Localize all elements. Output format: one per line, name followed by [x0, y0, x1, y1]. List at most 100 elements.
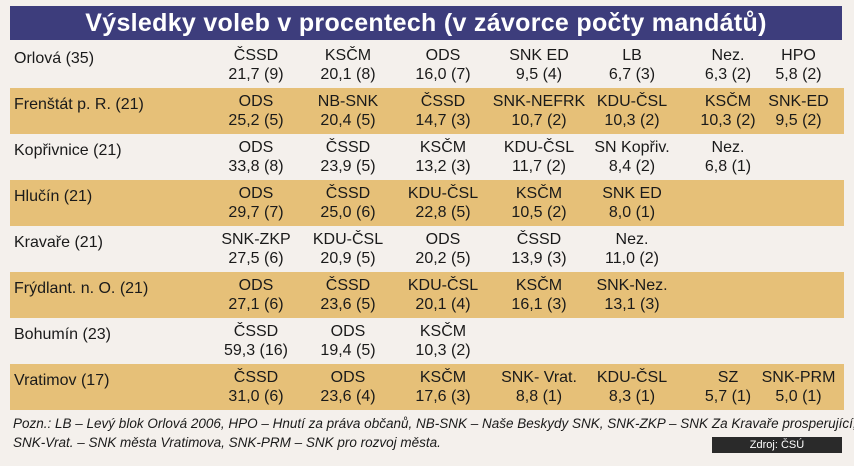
city-label: Vratimov (17) — [14, 372, 110, 389]
party-result: 27,1 (6) — [228, 296, 284, 313]
party-result: 10,7 (2) — [511, 112, 567, 129]
party-result: 9,5 (4) — [515, 66, 563, 83]
party-name: KSČM — [515, 277, 563, 294]
party-name: SNK-NEFRK — [492, 93, 586, 110]
result-cell: ODS 27,1 (6) — [201, 276, 311, 314]
result-cell: ODS 16,0 (7) — [388, 46, 498, 84]
party-result: 13,2 (3) — [415, 158, 471, 175]
party-name: KDU-ČSL — [596, 93, 668, 110]
party-result: 27,5 (6) — [228, 250, 284, 267]
party-result: 29,7 (7) — [228, 204, 284, 221]
party-result: 20,9 (5) — [320, 250, 376, 267]
result-cell: SNK ED 9,5 (4) — [484, 46, 594, 84]
party-name: KSČM — [704, 93, 752, 110]
party-result: 10,3 (2) — [415, 342, 471, 359]
party-result: 8,4 (2) — [608, 158, 656, 175]
result-cell: ČSSD 21,7 (9) — [201, 46, 311, 84]
party-result: 6,8 (1) — [704, 158, 752, 175]
party-name: SNK-Nez. — [596, 277, 668, 294]
party-result: 16,0 (7) — [415, 66, 471, 83]
party-name: HPO — [781, 47, 816, 64]
footnote: Pozn.: LB – Levý blok Orlová 2006, HPO –… — [13, 414, 854, 452]
results-table: Orlová (35) ČSSD 21,7 (9) KSČM 20,1 (8) OD… — [10, 42, 844, 410]
party-result: 10,5 (2) — [511, 204, 567, 221]
result-cell: KDU-ČSL 20,1 (4) — [388, 276, 498, 314]
party-name: KSČM — [515, 185, 563, 202]
party-result: 59,3 (16) — [223, 342, 289, 359]
party-result: 31,0 (6) — [228, 388, 284, 405]
party-result: 23,6 (4) — [320, 388, 376, 405]
result-cell: KSČM 17,6 (3) — [388, 368, 498, 406]
party-result: 23,6 (5) — [320, 296, 376, 313]
party-name: ODS — [238, 277, 274, 294]
party-name: SZ — [717, 369, 739, 386]
party-result: 8,3 (1) — [608, 388, 656, 405]
party-result: 5,8 (2) — [775, 66, 822, 83]
party-result: 19,4 (5) — [320, 342, 376, 359]
party-result: 25,0 (6) — [320, 204, 376, 221]
result-cell: KSČM 10,3 (2) — [388, 322, 498, 360]
party-result: 25,2 (5) — [228, 112, 284, 129]
table-row: Kravaře (21) SNK-ZKP 27,5 (6) KDU-ČSL 20,9… — [10, 226, 844, 272]
party-result: 33,8 (8) — [228, 158, 284, 175]
party-name: SN Kopřiv. — [594, 139, 670, 156]
party-name: SNK-ZKP — [221, 231, 291, 248]
party-name: KSČM — [419, 139, 467, 156]
result-cell: KSČM 10,3 (2) — [673, 92, 783, 130]
party-result: 10,3 (2) — [700, 112, 756, 129]
party-result: 6,3 (2) — [704, 66, 752, 83]
party-name: ČSSD — [325, 277, 371, 294]
party-name: ODS — [238, 93, 274, 110]
party-name: KDU-ČSL — [312, 231, 384, 248]
party-name: KDU-ČSL — [503, 139, 575, 156]
party-result: 11,7 (2) — [512, 158, 566, 175]
result-cell: ČSSD 59,3 (16) — [201, 322, 311, 360]
party-name: ČSSD — [325, 139, 371, 156]
party-name: ODS — [330, 323, 366, 340]
party-name: ČSSD — [420, 93, 466, 110]
party-name: ČSSD — [233, 47, 279, 64]
party-result: 8,0 (1) — [608, 204, 656, 221]
party-name: Nez. — [711, 47, 745, 64]
party-name: ODS — [425, 231, 461, 248]
party-name: KSČM — [419, 369, 467, 386]
result-cell: Nez. 11,0 (2) — [577, 230, 687, 268]
city-label: Orlová (35) — [14, 50, 95, 67]
result-cell: KSČM 16,1 (3) — [484, 276, 594, 314]
party-result: 20,1 (8) — [320, 66, 376, 83]
footnote-line: SNK-Vrat. – SNK města Vratimova, SNK-PRM… — [13, 435, 441, 450]
party-name: ČSSD — [325, 185, 371, 202]
result-cell: ČSSD 23,9 (5) — [293, 138, 403, 176]
result-cell: SN Kopřiv. 8,4 (2) — [577, 138, 687, 176]
party-result: 23,9 (5) — [320, 158, 376, 175]
result-cell: SNK-Nez. 13,1 (3) — [577, 276, 687, 314]
result-cell: ODS 19,4 (5) — [293, 322, 403, 360]
party-result: 20,1 (4) — [415, 296, 471, 313]
city-label: Hlučín (21) — [14, 188, 93, 205]
party-result: 5,7 (1) — [704, 388, 752, 405]
result-cell: SNK-ED 9,5 (2) — [753, 92, 844, 130]
result-cell: ČSSD 31,0 (6) — [201, 368, 311, 406]
party-name: KDU-ČSL — [407, 277, 479, 294]
result-cell: ODS 23,6 (4) — [293, 368, 403, 406]
party-name: SNK ED — [602, 185, 662, 202]
table-row: Orlová (35) ČSSD 21,7 (9) KSČM 20,1 (8) OD… — [10, 42, 844, 88]
result-cell: ČSSD 14,7 (3) — [388, 92, 498, 130]
party-result: 17,6 (3) — [415, 388, 471, 405]
result-cell: ODS 20,2 (5) — [388, 230, 498, 268]
party-name: ČSSD — [516, 231, 562, 248]
footnote-line: Pozn.: LB – Levý blok Orlová 2006, HPO –… — [13, 416, 854, 431]
party-result: 6,7 (3) — [608, 66, 656, 83]
party-name: KSČM — [419, 323, 467, 340]
result-cell: Nez. 6,3 (2) — [673, 46, 783, 84]
party-name: ČSSD — [233, 323, 279, 340]
result-cell: Nez. 6,8 (1) — [673, 138, 783, 176]
party-result: 16,1 (3) — [511, 296, 567, 313]
result-cell: SNK ED 8,0 (1) — [577, 184, 687, 222]
result-cell: KDU-ČSL 11,7 (2) — [484, 138, 594, 176]
result-cell: ODS 33,8 (8) — [201, 138, 311, 176]
party-name: ODS — [425, 47, 461, 64]
party-name: SNK- Vrat. — [501, 369, 577, 386]
party-name: NB-SNK — [317, 93, 379, 110]
table-row: Frýdlant. n. O. (21) ODS 27,1 (6) ČSSD 23,… — [10, 272, 844, 318]
